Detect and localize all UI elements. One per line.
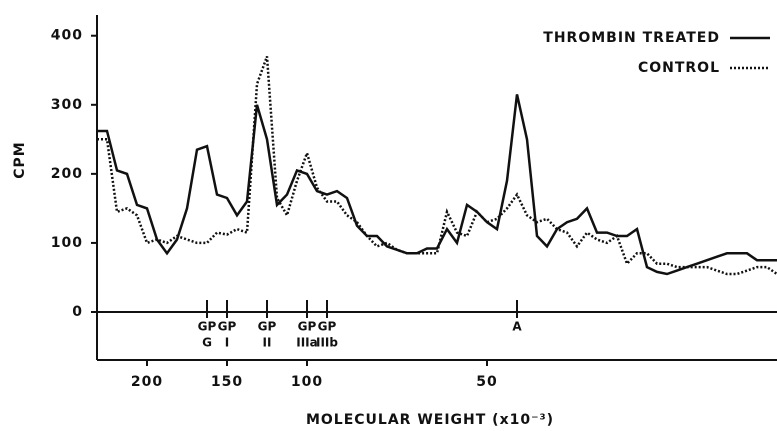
series-line <box>97 94 777 276</box>
y-tick-label: 400 <box>51 28 83 44</box>
marker-label: GP <box>218 320 237 334</box>
x-tick-label: 50 <box>476 374 497 390</box>
marker-label: I <box>225 336 229 350</box>
marker-label: IIIb <box>316 336 338 350</box>
x-tick-label: 200 <box>131 374 163 390</box>
series-line <box>97 55 777 276</box>
marker-label: IIIa <box>296 336 318 350</box>
marker-label: GP <box>298 320 317 334</box>
y-tick-label: 100 <box>51 235 83 251</box>
x-tick-label: 150 <box>211 374 243 390</box>
legend-label: THROMBIN TREATED <box>543 30 720 46</box>
y-tick-label: 300 <box>51 97 83 113</box>
marker-label: II <box>263 336 272 350</box>
y-tick-label: 0 <box>72 304 83 320</box>
x-axis-label: MOLECULAR WEIGHT (x10⁻³) <box>306 412 554 428</box>
marker-label: A <box>512 320 522 334</box>
marker-label: G <box>202 336 212 350</box>
y-tick-label: 200 <box>51 166 83 182</box>
x-tick-label: 100 <box>291 374 323 390</box>
marker-label: GP <box>198 320 217 334</box>
y-axis-label: CPM <box>12 141 28 178</box>
marker-label: GP <box>258 320 277 334</box>
legend-label: CONTROL <box>638 60 720 76</box>
marker-label: GP <box>318 320 337 334</box>
